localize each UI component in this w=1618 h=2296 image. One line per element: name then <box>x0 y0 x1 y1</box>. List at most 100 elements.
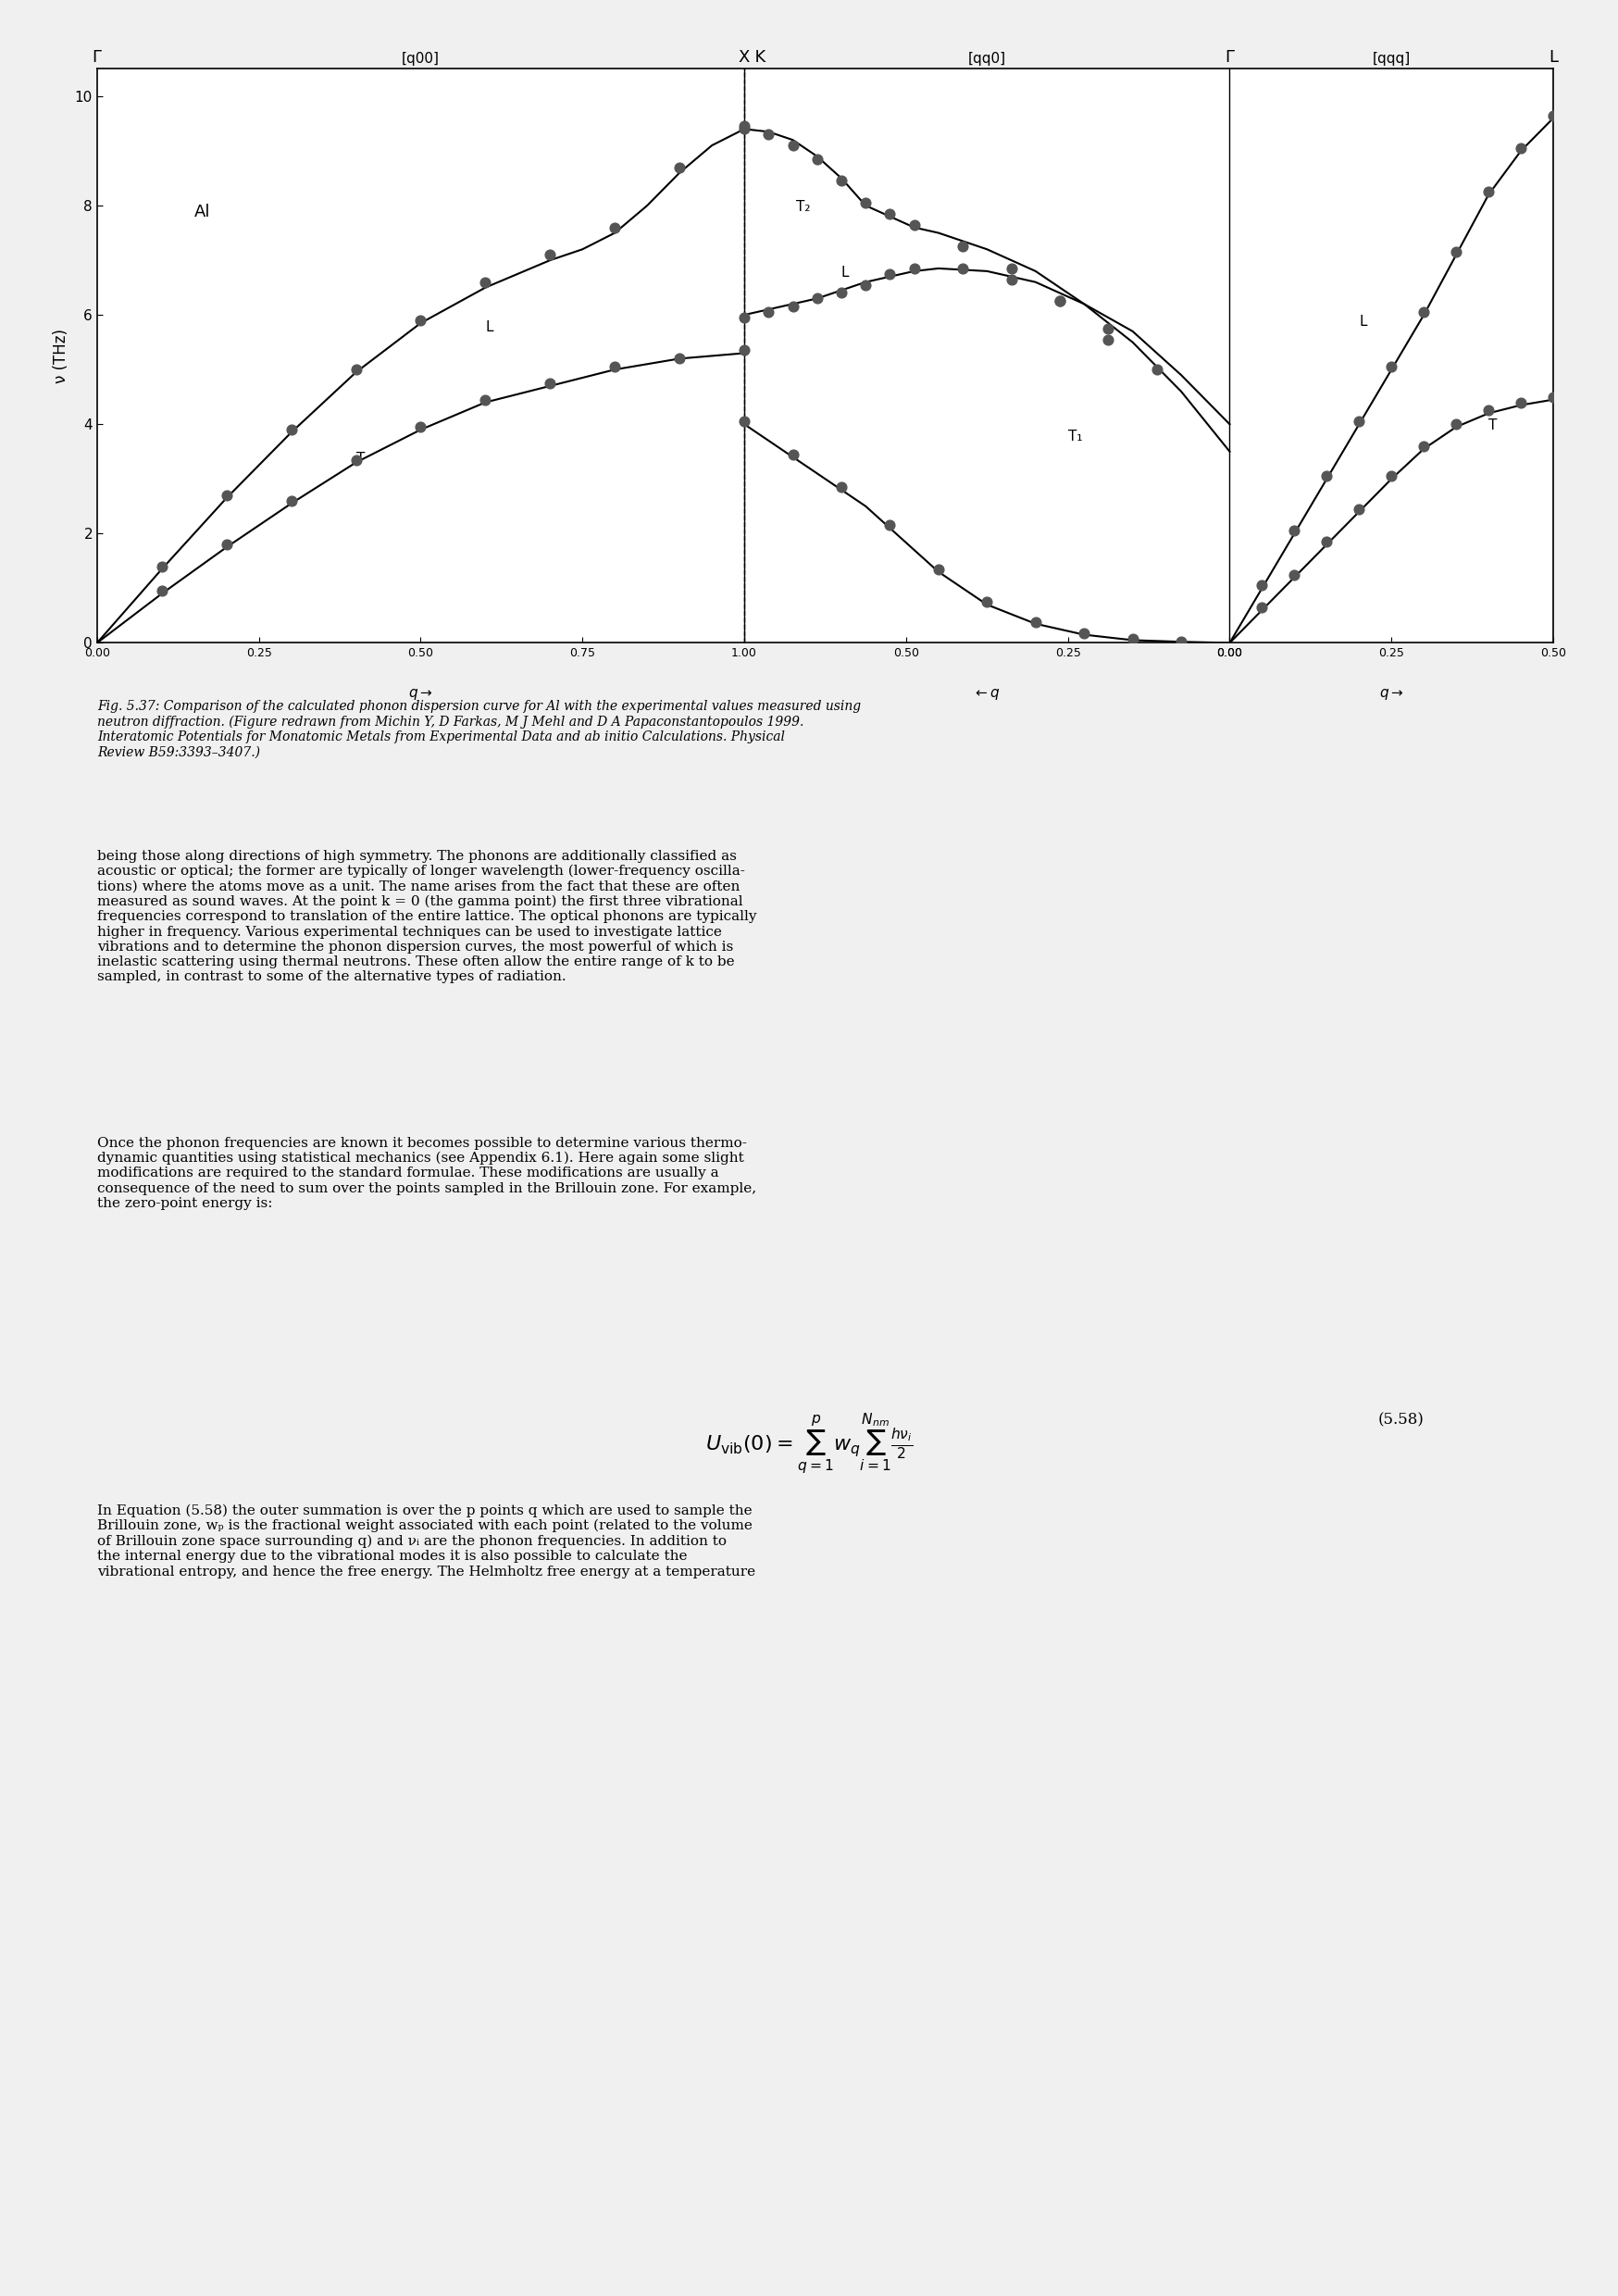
Point <box>877 255 903 292</box>
Point <box>1443 234 1469 271</box>
Point <box>1508 131 1534 168</box>
Point <box>214 526 239 563</box>
Point <box>1476 174 1502 211</box>
Point <box>1411 427 1437 464</box>
Point <box>901 250 927 287</box>
Point <box>731 298 757 335</box>
Text: $\Gamma$: $\Gamma$ <box>92 51 102 67</box>
Point <box>602 209 628 246</box>
Point <box>343 441 369 478</box>
Point <box>998 262 1024 298</box>
Point <box>756 294 781 331</box>
Point <box>853 184 879 220</box>
Point <box>1095 321 1121 358</box>
Point <box>731 404 757 441</box>
Point <box>1249 590 1275 627</box>
Point <box>828 163 854 200</box>
Point <box>1476 393 1502 429</box>
Point <box>408 409 434 445</box>
Point <box>1314 523 1340 560</box>
Point <box>828 468 854 505</box>
Point <box>1346 404 1372 441</box>
Point <box>1379 457 1404 494</box>
Point <box>1443 406 1469 443</box>
Point <box>1047 282 1073 319</box>
Point <box>1540 96 1566 133</box>
Text: L: L <box>1548 51 1558 67</box>
Point <box>925 551 951 588</box>
Point <box>804 140 830 177</box>
Text: [qq0]: [qq0] <box>968 53 1006 67</box>
Text: $U_{\mathrm{vib}}(0) = \sum_{q=1}^{p} w_q \sum_{i=1}^{N_{nm}} \frac{h\nu_i}{2}$: $U_{\mathrm{vib}}(0) = \sum_{q=1}^{p} w_… <box>705 1412 913 1476</box>
Point <box>1411 294 1437 331</box>
Point <box>950 227 976 264</box>
Point <box>1508 383 1534 420</box>
Point <box>149 549 175 585</box>
Point <box>804 280 830 317</box>
Point <box>278 482 304 519</box>
Point <box>780 289 806 326</box>
Point <box>1346 491 1372 528</box>
Text: Once the phonon frequencies are known it becomes possible to determine various t: Once the phonon frequencies are known it… <box>97 1137 756 1210</box>
Text: $q \rightarrow$: $q \rightarrow$ <box>1379 687 1404 700</box>
Text: L: L <box>485 319 493 333</box>
Point <box>877 507 903 544</box>
Point <box>1249 567 1275 604</box>
Text: (5.58): (5.58) <box>1377 1412 1424 1428</box>
Text: L: L <box>841 266 849 280</box>
Point <box>1314 457 1340 494</box>
Text: $\leftarrow q$: $\leftarrow q$ <box>972 687 1002 700</box>
Point <box>828 276 854 312</box>
Point <box>998 250 1024 287</box>
Point <box>214 478 239 514</box>
Point <box>408 303 434 340</box>
Point <box>1144 351 1170 388</box>
Point <box>1071 615 1097 652</box>
Text: [q00]: [q00] <box>401 53 440 67</box>
Point <box>780 126 806 163</box>
Text: $q \rightarrow$: $q \rightarrow$ <box>408 687 434 700</box>
Point <box>149 572 175 608</box>
Point <box>1047 282 1073 319</box>
Point <box>1095 310 1121 347</box>
Point <box>853 266 879 303</box>
Text: being those along directions of high symmetry. The phonons are additionally clas: being those along directions of high sym… <box>97 850 757 983</box>
Point <box>731 333 757 370</box>
Text: Al: Al <box>194 204 210 220</box>
Point <box>472 264 498 301</box>
Point <box>537 236 563 273</box>
Text: T: T <box>1489 418 1497 432</box>
Text: T₂: T₂ <box>796 200 811 214</box>
Point <box>602 349 628 386</box>
Point <box>1281 556 1307 592</box>
Point <box>537 365 563 402</box>
Text: $\Gamma$: $\Gamma$ <box>1225 51 1235 67</box>
Text: [qqq]: [qqq] <box>1372 53 1411 67</box>
Text: K: K <box>744 51 765 67</box>
Point <box>731 110 757 147</box>
Point <box>877 195 903 232</box>
Point <box>1120 620 1146 657</box>
Text: X: X <box>738 51 751 67</box>
Point <box>1281 512 1307 549</box>
Point <box>667 149 693 186</box>
Point <box>780 436 806 473</box>
Point <box>1023 604 1048 641</box>
Text: T: T <box>356 452 364 466</box>
Point <box>901 207 927 243</box>
Point <box>1379 349 1404 386</box>
Y-axis label: ν (THz): ν (THz) <box>53 328 70 383</box>
Point <box>950 250 976 287</box>
Point <box>343 351 369 388</box>
Point <box>278 411 304 448</box>
Point <box>756 117 781 154</box>
Text: In Equation (5.58) the outer summation is over the p points q which are used to : In Equation (5.58) the outer summation i… <box>97 1504 756 1577</box>
Text: T₁: T₁ <box>1068 429 1082 443</box>
Point <box>1168 622 1194 659</box>
Text: L: L <box>1359 315 1367 328</box>
Text: Fig. 5.37: Comparison of the calculated phonon dispersion curve for Al with the : Fig. 5.37: Comparison of the calculated … <box>97 700 861 758</box>
Point <box>472 381 498 418</box>
Point <box>974 583 1000 620</box>
Point <box>731 108 757 145</box>
Point <box>667 340 693 377</box>
